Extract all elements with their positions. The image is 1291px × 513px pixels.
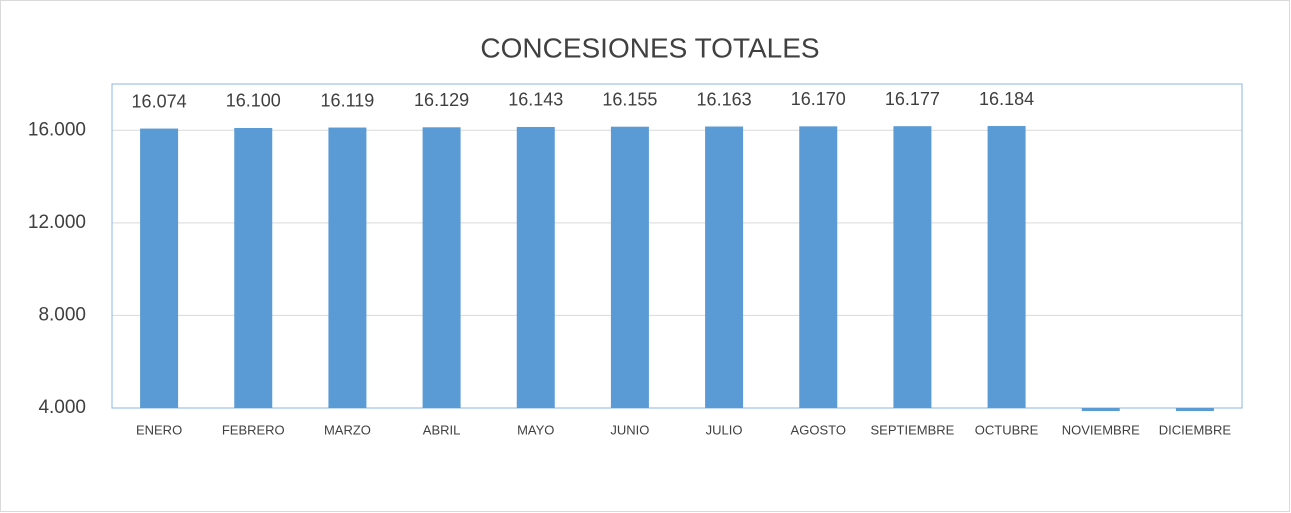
x-tick-label: MAYO (517, 422, 554, 437)
y-tick-label: 8.000 (38, 304, 86, 325)
x-tick-label: FEBRERO (222, 422, 285, 437)
bar (234, 127, 273, 408)
y-tick-label: 16.000 (28, 119, 86, 140)
data-label: 16.163 (697, 89, 752, 109)
x-tick-label: DICIEMBRE (1159, 422, 1232, 437)
chart-title: CONCESIONES TOTALES (480, 32, 819, 63)
bar (1081, 408, 1120, 411)
bar (987, 126, 1026, 408)
data-label: 16.155 (602, 89, 657, 109)
data-label: 16.129 (414, 90, 469, 110)
plot-frame (111, 83, 1243, 409)
bar (516, 126, 555, 408)
bar (705, 126, 744, 408)
bar (1175, 408, 1214, 411)
data-label: 16.074 (132, 91, 187, 111)
x-tick-label: ABRIL (423, 422, 461, 437)
y-tick-label: 4.000 (38, 397, 86, 418)
data-label: 16.100 (226, 91, 281, 111)
x-tick-label: ENERO (136, 422, 182, 437)
bar (328, 127, 367, 409)
bar (799, 126, 838, 408)
x-tick-label: NOVIEMBRE (1062, 422, 1140, 437)
x-tick-label: JUNIO (610, 422, 649, 437)
data-label: 16.119 (321, 90, 375, 110)
x-tick-label: JULIO (706, 422, 743, 437)
y-tick-label: 12.000 (28, 212, 86, 233)
data-label: 16.184 (979, 89, 1034, 109)
bar (140, 128, 179, 409)
bar (422, 127, 461, 408)
x-tick-label: AGOSTO (791, 422, 846, 437)
bar (610, 126, 649, 408)
bar (893, 126, 932, 409)
x-tick-label: MARZO (324, 422, 371, 437)
data-label: 16.170 (791, 89, 846, 109)
x-tick-label: SEPTIEMBRE (871, 422, 955, 437)
data-label: 16.143 (508, 90, 563, 110)
data-label: 16.177 (885, 89, 940, 109)
x-tick-label: OCTUBRE (975, 422, 1039, 437)
